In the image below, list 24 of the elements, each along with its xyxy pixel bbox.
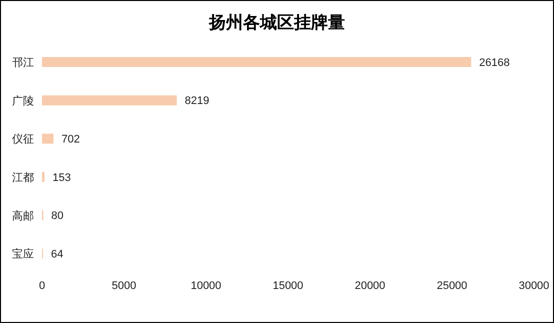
- data-label: 80: [51, 210, 64, 222]
- x-tick-label: 5000: [112, 280, 136, 292]
- x-tick-label: 20000: [354, 280, 386, 292]
- y-tick-label: 江都: [12, 171, 34, 184]
- data-label: 8219: [184, 95, 210, 108]
- y-tick-label: 宝应: [12, 248, 34, 261]
- x-tick-label: 10000: [190, 280, 222, 292]
- y-tick-label: 广陵: [12, 94, 34, 108]
- data-label: 26168: [479, 56, 510, 69]
- x-tick-label: 30000: [518, 280, 550, 292]
- bar: [42, 95, 177, 106]
- chart-title: 扬州各城区挂牌量: [208, 12, 346, 34]
- data-label: 153: [52, 172, 71, 184]
- x-tick-label: 0: [38, 280, 46, 292]
- y-tick-label: 高邮: [12, 209, 34, 222]
- bar: [42, 172, 45, 182]
- data-label: 702: [62, 134, 80, 146]
- y-tick-label: 邗江: [12, 57, 34, 70]
- bar: [42, 134, 54, 144]
- data-label: 64: [51, 248, 64, 261]
- x-tick-label: 15000: [272, 280, 304, 292]
- y-tick-label: 仪征: [12, 134, 34, 146]
- bar: [42, 57, 472, 67]
- x-tick-label: 25000: [436, 280, 468, 292]
